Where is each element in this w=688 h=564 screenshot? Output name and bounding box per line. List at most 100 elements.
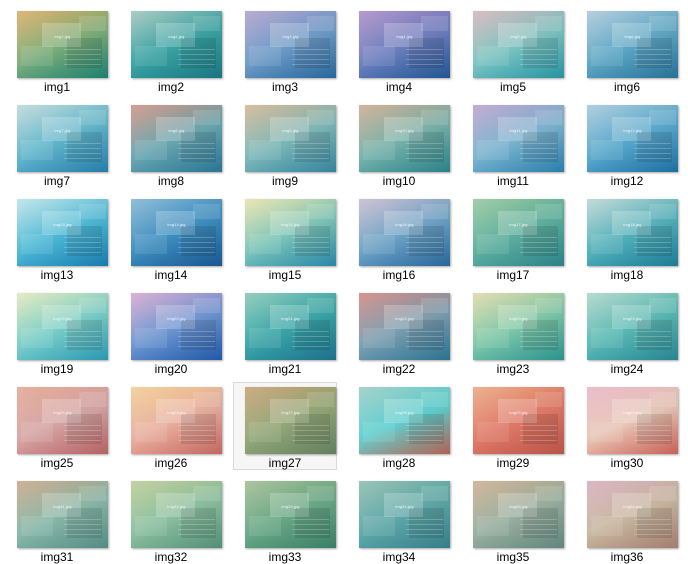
file-item[interactable]: img8.jpg img8 [119, 100, 223, 188]
file-item[interactable]: img12.jpg img12 [575, 100, 679, 188]
thumbnail-decoration [648, 486, 677, 502]
thumbnail-filename: img28.jpg [395, 409, 414, 415]
file-item[interactable]: img31.jpg img31 [5, 476, 109, 564]
thumbnail-filename: img16.jpg [395, 221, 414, 227]
file-name-label: img13 [40, 268, 74, 282]
thumbnail-text-lines [406, 330, 443, 348]
file-item[interactable]: img22.jpg img22 [347, 288, 451, 376]
file-name-label: img36 [610, 550, 644, 564]
file-item[interactable]: img29.jpg img29 [461, 382, 565, 470]
file-item[interactable]: img16.jpg img16 [347, 194, 451, 282]
file-name-label: img22 [382, 362, 416, 376]
image-thumbnail: img21.jpg [245, 293, 336, 360]
thumbnail-decoration [20, 515, 54, 536]
file-item[interactable]: img24.jpg img24 [575, 288, 679, 376]
file-item[interactable]: img20.jpg img20 [119, 288, 223, 376]
file-item[interactable]: img23.jpg img23 [461, 288, 565, 376]
thumbnail-decoration [42, 493, 81, 518]
thumbnail-decoration [612, 399, 651, 424]
thumbnail-decoration [295, 37, 330, 68]
thumbnail-decoration [192, 486, 221, 502]
thumbnail-decoration [648, 16, 677, 32]
file-item[interactable]: img13.jpg img13 [5, 194, 109, 282]
image-thumbnail: img3.jpg [245, 11, 336, 78]
file-name-label: img29 [496, 456, 530, 470]
file-item[interactable]: img32.jpg img32 [119, 476, 223, 564]
image-thumbnail: img13.jpg [17, 199, 108, 266]
file-item[interactable]: img14.jpg img14 [119, 194, 223, 282]
thumbnail-decoration [295, 131, 330, 162]
thumbnail-text-lines [64, 142, 101, 160]
thumbnail-filename: img36.jpg [623, 503, 642, 509]
thumbnail-decoration [420, 298, 449, 314]
thumbnail-decoration [20, 139, 54, 160]
thumbnail-decoration [248, 515, 282, 536]
thumbnail-text-lines [520, 424, 557, 442]
thumbnail-filename: img11.jpg [509, 127, 528, 133]
thumbnail-decoration [134, 327, 168, 348]
thumbnail-text-lines [634, 424, 671, 442]
file-item[interactable]: img3.jpg img3 [233, 6, 337, 94]
thumbnail-decoration [637, 225, 672, 256]
thumbnail-decoration [78, 110, 107, 126]
file-item[interactable]: img28.jpg img28 [347, 382, 451, 470]
thumbnail-text-lines [406, 236, 443, 254]
thumbnail-decoration [534, 392, 563, 408]
file-name-label: img18 [610, 268, 644, 282]
thumbnail-decoration [590, 233, 624, 254]
thumbnail-decoration [42, 23, 81, 48]
file-item[interactable]: img11.jpg img11 [461, 100, 565, 188]
thumbnail-text-lines [64, 236, 101, 254]
file-item[interactable]: img36.jpg img36 [575, 476, 679, 564]
thumbnail-decoration [420, 392, 449, 408]
file-item[interactable]: img35.jpg img35 [461, 476, 565, 564]
thumbnail-filename: img20.jpg [167, 315, 186, 321]
thumbnail-decoration [498, 211, 537, 236]
file-name-label: img12 [610, 174, 644, 188]
thumbnail-decoration [78, 298, 107, 314]
file-item[interactable]: img9.jpg img9 [233, 100, 337, 188]
thumbnail-decoration [384, 23, 423, 48]
file-item[interactable]: img18.jpg img18 [575, 194, 679, 282]
thumbnail-text-lines [634, 330, 671, 348]
thumbnail-decoration [156, 117, 195, 142]
thumbnail-decoration [78, 486, 107, 502]
file-name-label: img28 [382, 456, 416, 470]
thumbnail-decoration [248, 233, 282, 254]
image-thumbnail: img25.jpg [17, 387, 108, 454]
thumbnail-decoration [306, 298, 335, 314]
thumbnail-decoration [590, 45, 624, 66]
file-item[interactable]: img6.jpg img6 [575, 6, 679, 94]
file-item[interactable]: img26.jpg img26 [119, 382, 223, 470]
file-item[interactable]: img7.jpg img7 [5, 100, 109, 188]
file-item[interactable]: img10.jpg img10 [347, 100, 451, 188]
file-item[interactable]: img30.jpg img30 [575, 382, 679, 470]
file-item[interactable]: img19.jpg img19 [5, 288, 109, 376]
file-item[interactable]: img27.jpg img27 [233, 382, 337, 470]
thumbnail-decoration [409, 319, 444, 350]
thumbnail-text-lines [406, 424, 443, 442]
file-item[interactable]: img2.jpg img2 [119, 6, 223, 94]
file-item[interactable]: img1.jpg img1 [5, 6, 109, 94]
thumbnail-decoration [498, 399, 537, 424]
thumbnail-filename: img18.jpg [623, 221, 642, 227]
file-name-label: img6 [613, 80, 640, 94]
thumbnail-filename: img19.jpg [53, 315, 72, 321]
file-item[interactable]: img17.jpg img17 [461, 194, 565, 282]
thumbnail-decoration [134, 421, 168, 442]
thumbnail-text-lines [178, 142, 215, 160]
thumbnail-decoration [42, 117, 81, 142]
file-item[interactable]: img5.jpg img5 [461, 6, 565, 94]
thumbnail-decoration [192, 204, 221, 220]
file-item[interactable]: img25.jpg img25 [5, 382, 109, 470]
file-item[interactable]: img15.jpg img15 [233, 194, 337, 282]
file-item[interactable]: img21.jpg img21 [233, 288, 337, 376]
thumbnail-decoration [384, 305, 423, 330]
thumbnail-decoration [420, 204, 449, 220]
thumbnail-decoration [523, 131, 558, 162]
thumbnail-filename: img21.jpg [281, 315, 300, 321]
thumbnail-decoration [409, 225, 444, 256]
file-item[interactable]: img33.jpg img33 [233, 476, 337, 564]
file-item[interactable]: img4.jpg img4 [347, 6, 451, 94]
file-item[interactable]: img34.jpg img34 [347, 476, 451, 564]
